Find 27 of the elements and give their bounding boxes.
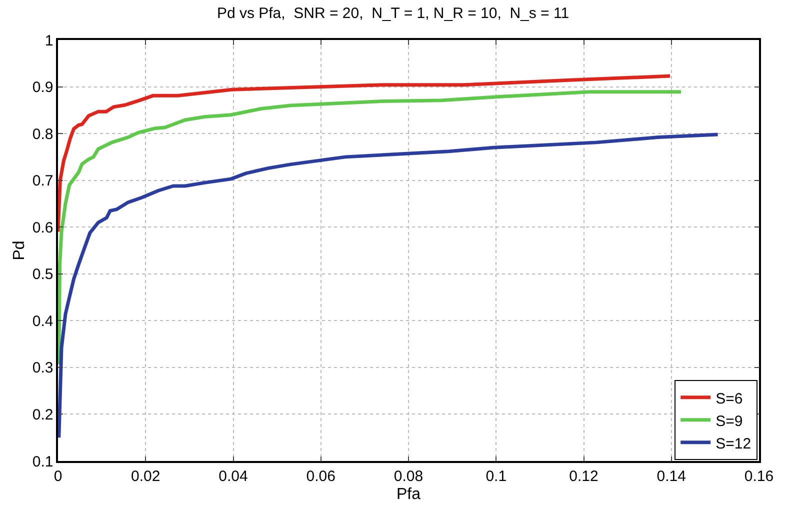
x-tick-label: 0.12 — [569, 468, 598, 485]
legend-label: S=6 — [716, 390, 743, 408]
y-tick-label: 0.2 — [32, 406, 54, 424]
x-tick-label: 0.16 — [744, 468, 774, 485]
x-tick-label: 0.08 — [394, 468, 424, 485]
y-tick-label: 0.5 — [32, 266, 54, 284]
chart-title: Pd vs Pfa, SNR = 20, N_T = 1, N_R = 10, N_s = 11 — [216, 5, 570, 22]
y-tick-label: 0.3 — [32, 360, 54, 377]
x-tick-label: 0.06 — [306, 468, 336, 485]
x-axis-title: Pfa — [396, 486, 421, 503]
y-tick-label: 1 — [44, 32, 54, 50]
line-series — [58, 90, 683, 366]
legend-label: S=9 — [716, 412, 743, 430]
y-tick-label: 0.6 — [32, 219, 54, 236]
x-tick-label: 0.02 — [131, 468, 160, 485]
x-tick-label: 0 — [54, 468, 62, 485]
y-tick-label: 0.1 — [32, 453, 54, 470]
y-tick-label: 0.7 — [32, 172, 54, 190]
y-tick-label: 0.9 — [32, 79, 54, 96]
line-series — [58, 74, 672, 234]
x-tick-label: 0.04 — [218, 468, 248, 485]
y-tick-label: 0.4 — [32, 312, 54, 330]
x-tick-label: 0.1 — [486, 468, 507, 485]
y-axis-title: Pd — [10, 240, 28, 260]
y-tick-label: 0.8 — [32, 126, 54, 143]
x-tick-label: 0.14 — [656, 468, 686, 485]
legend-label: S=12 — [716, 435, 752, 452]
